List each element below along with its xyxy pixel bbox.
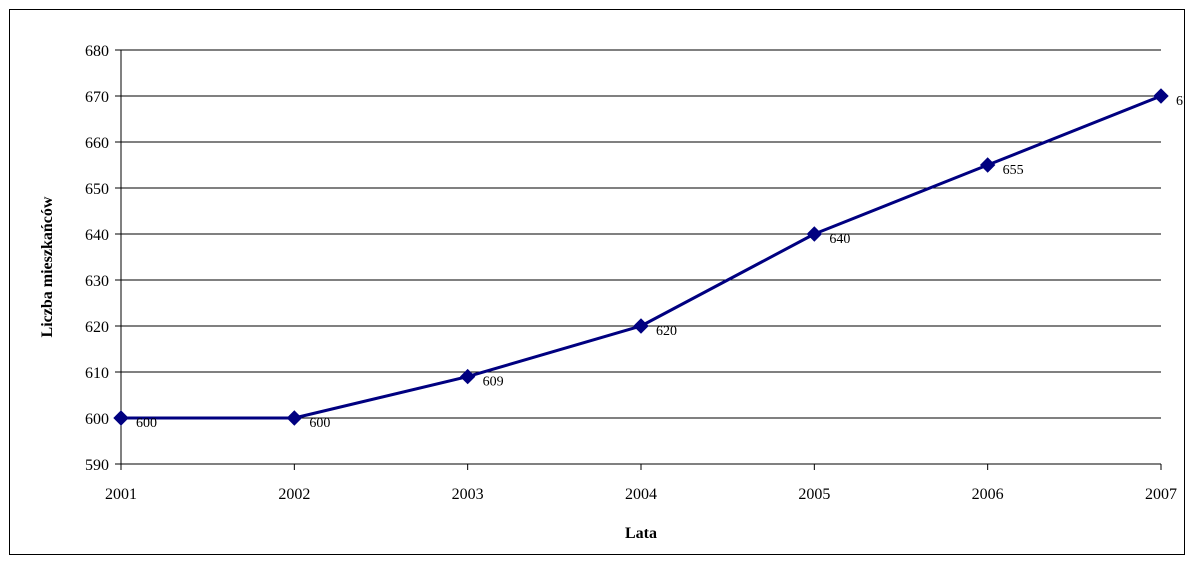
data-label: 640 bbox=[829, 232, 850, 247]
x-tick-label: 2006 bbox=[972, 486, 1004, 503]
data-label: 600 bbox=[309, 416, 330, 431]
x-tick-label: 2003 bbox=[452, 486, 484, 503]
data-point-marker bbox=[979, 157, 996, 173]
data-label: 655 bbox=[1003, 163, 1024, 178]
x-tick-label: 2001 bbox=[105, 486, 137, 503]
data-label: 609 bbox=[483, 375, 504, 390]
x-tick-label: 2002 bbox=[278, 486, 310, 503]
data-label: 670 bbox=[1176, 94, 1185, 109]
markers bbox=[113, 88, 1169, 426]
series bbox=[121, 94, 1162, 420]
y-tick-label: 650 bbox=[85, 181, 109, 198]
y-tick-label: 630 bbox=[85, 273, 109, 290]
y-tick-label: 590 bbox=[85, 457, 109, 474]
y-tick-label: 660 bbox=[85, 135, 109, 152]
data-label: 600 bbox=[136, 416, 157, 431]
x-tick-label: 2005 bbox=[798, 486, 830, 503]
y-tick-label: 610 bbox=[85, 365, 109, 382]
data-point-marker bbox=[806, 226, 823, 242]
y-tick-label: 600 bbox=[85, 411, 109, 428]
x-tick-label: 2007 bbox=[1145, 486, 1177, 503]
data-point-marker bbox=[459, 368, 476, 385]
series-line bbox=[121, 94, 1162, 420]
y-tick-label: 670 bbox=[85, 89, 109, 106]
y-tick-label: 640 bbox=[85, 227, 109, 244]
gridlines bbox=[121, 49, 1161, 419]
data-point-marker bbox=[286, 410, 303, 426]
x-tick-label: 2004 bbox=[625, 486, 657, 503]
data-label: 620 bbox=[656, 324, 677, 339]
y-tick-label: 620 bbox=[85, 319, 109, 336]
axes bbox=[115, 49, 1162, 470]
data-labels: 600 600 609 620 640 655 670 bbox=[136, 94, 1185, 431]
y-tick-labels: 590 600 610 620 630 640 650 660 670 680 bbox=[85, 43, 109, 474]
y-axis-title: Liczba mieszkańców bbox=[39, 196, 56, 337]
x-axis-title: Lata bbox=[625, 525, 657, 542]
y-tick-label: 680 bbox=[85, 43, 109, 60]
chart-frame: 590 600 610 620 630 640 650 660 670 680 2001 2002 2… bbox=[9, 9, 1185, 555]
data-point-marker bbox=[113, 410, 129, 426]
x-tick-labels: 2001 2002 2003 2004 2005 2006 2007 bbox=[105, 486, 1177, 503]
data-point-marker bbox=[633, 318, 649, 334]
data-point-marker bbox=[1153, 88, 1169, 104]
